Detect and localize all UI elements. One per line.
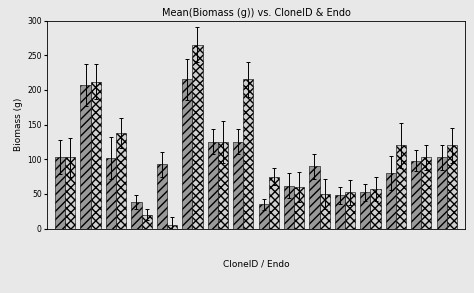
Bar <box>396 145 406 229</box>
Bar <box>294 187 304 229</box>
Bar <box>142 215 152 229</box>
Bar <box>55 157 65 229</box>
Bar <box>310 166 319 229</box>
Bar <box>370 189 381 229</box>
Bar <box>319 194 330 229</box>
Bar <box>284 185 294 229</box>
Bar <box>243 79 254 229</box>
Bar <box>167 225 177 229</box>
Bar <box>258 204 269 229</box>
Bar <box>411 161 421 229</box>
Bar <box>116 133 126 229</box>
Bar <box>335 195 345 229</box>
Bar <box>131 202 142 229</box>
Bar <box>106 158 116 229</box>
Bar <box>65 157 75 229</box>
Bar <box>345 193 355 229</box>
Y-axis label: Biomass (g): Biomass (g) <box>14 98 23 151</box>
Bar <box>157 164 167 229</box>
Bar <box>208 142 218 229</box>
Bar <box>269 176 279 229</box>
Bar <box>360 193 370 229</box>
Bar <box>182 79 192 229</box>
Bar <box>233 142 243 229</box>
Bar <box>91 81 101 229</box>
Bar <box>218 142 228 229</box>
Bar <box>437 157 447 229</box>
Bar <box>81 85 91 229</box>
Bar <box>421 157 431 229</box>
Bar <box>192 45 202 229</box>
Bar <box>447 145 457 229</box>
X-axis label: CloneID / Endo: CloneID / Endo <box>223 259 289 268</box>
Bar <box>386 173 396 229</box>
Title: Mean(Biomass (g)) vs. CloneID & Endo: Mean(Biomass (g)) vs. CloneID & Endo <box>162 8 350 18</box>
